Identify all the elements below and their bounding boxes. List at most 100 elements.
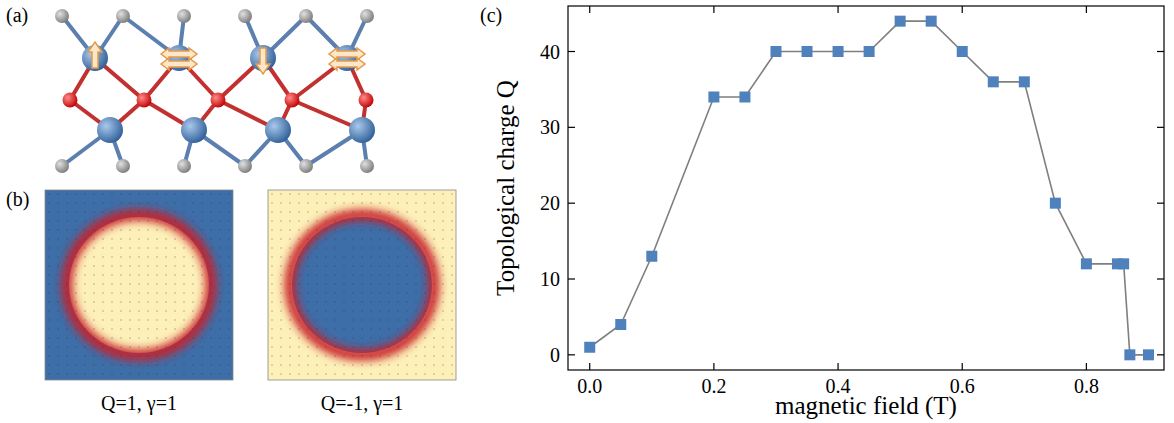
spin-dot	[451, 310, 452, 311]
spin-dot	[165, 193, 166, 194]
spin-dot	[451, 337, 452, 338]
spin-dot	[352, 274, 353, 275]
spin-dot	[219, 337, 220, 338]
spin-dot	[84, 319, 85, 320]
spin-dot	[201, 193, 202, 194]
spin-dot	[370, 373, 371, 374]
spin-dot	[165, 373, 166, 374]
spin-dot	[379, 247, 380, 248]
spin-dot	[165, 319, 166, 320]
spin-dot	[66, 256, 67, 257]
spin-dot	[343, 283, 344, 284]
spin-dot	[298, 283, 299, 284]
spin-dot	[388, 364, 389, 365]
spin-dot	[379, 292, 380, 293]
spin-dot	[48, 355, 49, 356]
spin-dot	[84, 220, 85, 221]
spin-dot	[102, 355, 103, 356]
spin-dot	[406, 211, 407, 212]
spin-dot	[325, 202, 326, 203]
spin-dot	[84, 328, 85, 329]
spin-dot	[406, 265, 407, 266]
atom-gray	[55, 159, 69, 173]
data-point	[708, 92, 719, 103]
data-point	[833, 46, 844, 57]
spin-dot	[388, 373, 389, 374]
spin-dot	[48, 346, 49, 347]
spin-dot	[138, 355, 139, 356]
spin-dot	[388, 319, 389, 320]
spin-dot	[210, 220, 211, 221]
spin-dot	[147, 238, 148, 239]
data-point	[1050, 198, 1061, 209]
spin-dot	[379, 265, 380, 266]
spin-dot	[102, 283, 103, 284]
spin-dot	[298, 364, 299, 365]
spin-dot	[289, 247, 290, 248]
skyrmion-wall	[67, 215, 211, 355]
spin-dot	[361, 211, 362, 212]
spin-dot	[424, 274, 425, 275]
spin-dot	[397, 373, 398, 374]
spin-dot	[210, 193, 211, 194]
spin-dot	[111, 292, 112, 293]
spin-dot	[75, 283, 76, 284]
spin-arrow	[161, 48, 197, 60]
spin-dot	[174, 256, 175, 257]
spin-dot	[289, 328, 290, 329]
spin-dot	[111, 265, 112, 266]
spin-dot	[370, 364, 371, 365]
spin-dot	[183, 193, 184, 194]
spin-dot	[156, 337, 157, 338]
spin-dot	[424, 229, 425, 230]
spin-dot	[325, 319, 326, 320]
spin-dot	[111, 310, 112, 311]
spin-dot	[183, 247, 184, 248]
spin-dot	[334, 355, 335, 356]
spin-dot	[57, 211, 58, 212]
spin-dot	[210, 265, 211, 266]
spin-dot	[442, 310, 443, 311]
spin-dot	[325, 364, 326, 365]
spin-dot	[289, 283, 290, 284]
spin-dot	[174, 193, 175, 194]
spin-dot	[138, 193, 139, 194]
spin-dot	[174, 283, 175, 284]
spin-dot	[66, 355, 67, 356]
spin-dot	[165, 292, 166, 293]
spin-dot	[397, 301, 398, 302]
x-tick	[713, 363, 714, 370]
spin-dot	[48, 229, 49, 230]
spin-dot	[201, 337, 202, 338]
spin-dot	[174, 346, 175, 347]
spin-dot	[379, 328, 380, 329]
spin-dot	[370, 229, 371, 230]
spin-dot	[93, 193, 94, 194]
spin-dot	[228, 283, 229, 284]
spin-dot	[370, 328, 371, 329]
y-tick-label: 20	[540, 192, 560, 214]
spin-dot	[334, 292, 335, 293]
spin-dot	[57, 364, 58, 365]
spin-dot	[451, 256, 452, 257]
spin-dot	[280, 229, 281, 230]
spin-dot	[183, 319, 184, 320]
spin-dot	[325, 292, 326, 293]
spin-dot	[334, 346, 335, 347]
y-tick	[1157, 354, 1164, 355]
atom-gray	[238, 9, 252, 23]
spin-dot	[210, 373, 211, 374]
spin-dot	[93, 265, 94, 266]
spin-dot	[102, 256, 103, 257]
spin-dot	[352, 355, 353, 356]
spin-dot	[156, 355, 157, 356]
x-tick-label: 0.0	[577, 375, 602, 397]
spin-dot	[307, 346, 308, 347]
spin-dot	[316, 247, 317, 248]
spin-dot	[298, 328, 299, 329]
spin-dot	[415, 247, 416, 248]
spin-dot	[219, 346, 220, 347]
spin-dot	[415, 238, 416, 239]
spin-dot	[165, 346, 166, 347]
spin-dot	[298, 292, 299, 293]
